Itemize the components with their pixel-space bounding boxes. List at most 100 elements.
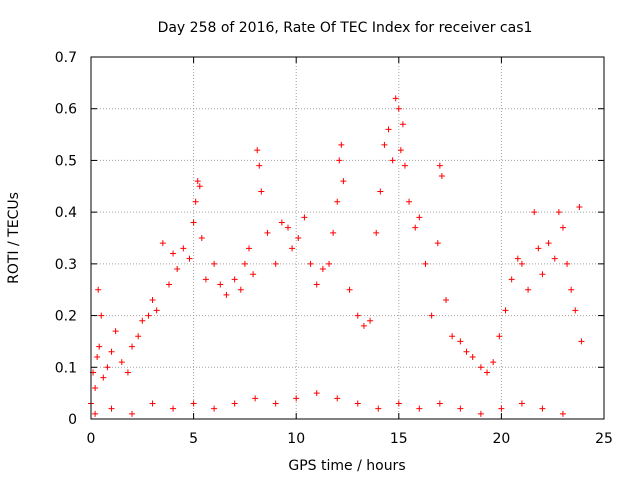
data-point (436, 162, 443, 169)
x-tick-label: 15 (390, 431, 408, 447)
grid (91, 57, 604, 419)
data-point (535, 245, 542, 252)
data-point (272, 400, 279, 407)
data-point (436, 400, 443, 407)
data-point (223, 291, 230, 298)
data-point (313, 390, 320, 397)
data-point (385, 126, 392, 133)
data-point (469, 353, 476, 360)
data-point (92, 384, 99, 391)
data-point (449, 333, 456, 340)
x-tick-label: 25 (595, 431, 613, 447)
data-point (256, 162, 263, 169)
data-points (88, 95, 585, 417)
data-point (354, 400, 361, 407)
data-point (319, 266, 326, 273)
data-point (250, 271, 257, 278)
data-point (381, 141, 388, 148)
data-point (246, 245, 253, 252)
data-point (108, 348, 115, 355)
data-point (551, 255, 558, 262)
data-point (334, 198, 341, 205)
data-point (367, 317, 374, 324)
data-point (153, 307, 160, 314)
data-point (190, 219, 197, 226)
data-point (346, 286, 353, 293)
data-point (145, 312, 152, 319)
data-point (198, 235, 205, 241)
data-point (180, 245, 187, 252)
data-point (211, 260, 218, 267)
data-point (196, 183, 203, 190)
data-point (170, 250, 177, 257)
data-point (254, 147, 261, 154)
data-point (336, 157, 343, 164)
data-point (258, 188, 265, 195)
y-tick-label: 0.6 (55, 102, 77, 118)
data-point (278, 219, 285, 226)
y-tick-label: 0.5 (55, 153, 77, 169)
data-point (211, 405, 218, 412)
data-point (186, 255, 193, 262)
data-point (438, 172, 445, 179)
data-point (559, 224, 566, 231)
data-point (412, 224, 419, 231)
data-point (284, 224, 291, 231)
data-point (555, 209, 562, 216)
data-point (434, 240, 441, 247)
data-point (129, 343, 136, 350)
data-point (149, 400, 156, 407)
data-point (572, 307, 579, 314)
y-tick-label: 0.2 (55, 309, 77, 325)
data-point (108, 405, 115, 412)
data-point (518, 400, 525, 407)
data-point (272, 260, 279, 267)
data-point (231, 276, 238, 283)
data-point (217, 281, 224, 288)
data-point (395, 400, 402, 407)
y-tick-label: 0.7 (55, 50, 77, 66)
data-point (539, 271, 546, 278)
y-axis-label: ROTI / TECUs (6, 192, 22, 284)
data-point (313, 281, 320, 288)
x-tick-label: 20 (492, 431, 510, 447)
data-point (92, 410, 99, 417)
data-point (194, 178, 201, 185)
data-point (518, 260, 525, 267)
data-point (442, 297, 449, 304)
data-point (395, 105, 402, 112)
data-point (525, 286, 532, 293)
data-point (484, 369, 491, 376)
data-point (334, 395, 341, 402)
data-point (531, 209, 538, 216)
data-point (399, 121, 406, 128)
data-point (330, 229, 337, 236)
data-point (389, 157, 396, 164)
data-point (401, 162, 408, 169)
data-point (377, 188, 384, 195)
data-point (463, 348, 470, 355)
data-point (96, 343, 103, 350)
y-tick-label: 0.3 (55, 257, 77, 273)
data-point (170, 405, 177, 412)
data-point (118, 359, 125, 366)
data-point (496, 333, 503, 340)
x-tick-label: 5 (189, 431, 198, 447)
data-point (264, 229, 271, 236)
data-point (360, 322, 367, 329)
data-point (159, 240, 166, 247)
data-point (104, 364, 111, 371)
data-point (508, 276, 515, 283)
data-point (397, 147, 404, 154)
data-point (477, 410, 484, 417)
data-point (129, 410, 136, 417)
data-point (373, 229, 380, 236)
data-point (477, 364, 484, 371)
data-point (576, 203, 583, 210)
data-point (416, 405, 423, 412)
y-tick-label: 0 (68, 412, 77, 428)
x-tick-label: 0 (87, 431, 96, 447)
data-point (124, 369, 131, 376)
data-point (307, 260, 314, 267)
data-point (428, 312, 435, 319)
